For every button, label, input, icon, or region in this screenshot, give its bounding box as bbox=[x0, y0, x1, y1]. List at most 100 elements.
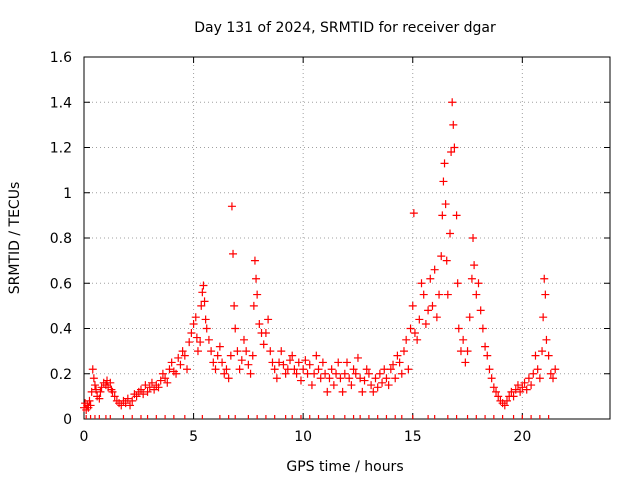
data-point bbox=[201, 315, 210, 324]
data-point bbox=[261, 329, 270, 338]
data-point bbox=[356, 374, 365, 383]
data-point bbox=[375, 369, 384, 378]
data-point bbox=[323, 387, 332, 396]
y-tick-label: 0 bbox=[63, 412, 72, 428]
data-point bbox=[200, 297, 209, 306]
data-point bbox=[469, 234, 478, 242]
data-point bbox=[489, 383, 498, 392]
data-point bbox=[485, 365, 494, 374]
data-point bbox=[483, 351, 492, 360]
data-point bbox=[167, 358, 176, 367]
data-point bbox=[227, 202, 236, 211]
data-point bbox=[183, 365, 192, 374]
data-point bbox=[470, 261, 479, 270]
data-point bbox=[507, 387, 516, 396]
data-point bbox=[237, 356, 246, 365]
data-point bbox=[172, 369, 181, 378]
data-points bbox=[80, 98, 560, 419]
data-point bbox=[404, 365, 413, 374]
x-tick-label: 20 bbox=[513, 429, 531, 445]
data-point bbox=[481, 342, 490, 351]
data-point bbox=[459, 335, 468, 344]
data-point bbox=[270, 365, 279, 374]
data-point bbox=[318, 358, 327, 367]
data-point bbox=[467, 274, 476, 283]
data-point bbox=[299, 365, 308, 374]
data-point bbox=[288, 351, 297, 360]
data-point bbox=[406, 324, 415, 333]
data-point bbox=[432, 313, 441, 322]
data-point bbox=[476, 306, 485, 315]
data-point bbox=[351, 369, 360, 378]
data-point bbox=[199, 281, 208, 290]
data-point bbox=[224, 374, 233, 383]
x-tick-label: 10 bbox=[294, 429, 312, 445]
data-point bbox=[154, 383, 163, 392]
data-point bbox=[369, 387, 378, 396]
data-point bbox=[391, 374, 400, 383]
data-point bbox=[441, 200, 450, 209]
data-point bbox=[244, 360, 253, 369]
data-point bbox=[454, 324, 463, 333]
data-point bbox=[421, 319, 430, 328]
data-point bbox=[478, 324, 487, 333]
data-point bbox=[279, 360, 288, 369]
data-point bbox=[85, 396, 94, 405]
data-point bbox=[250, 256, 259, 265]
data-point bbox=[378, 378, 387, 387]
data-point bbox=[139, 390, 148, 399]
data-point bbox=[364, 369, 373, 378]
data-point bbox=[520, 378, 529, 387]
data-point bbox=[264, 315, 273, 324]
data-point bbox=[235, 365, 244, 374]
data-point bbox=[252, 274, 261, 283]
data-point bbox=[253, 290, 262, 299]
data-point bbox=[384, 381, 393, 390]
data-point bbox=[393, 351, 402, 360]
data-point bbox=[301, 356, 310, 365]
data-point bbox=[117, 401, 126, 410]
data-point bbox=[156, 376, 165, 385]
data-point bbox=[450, 143, 459, 152]
data-point bbox=[307, 381, 316, 390]
chart-title: Day 131 of 2024, SRMTID for receiver dga… bbox=[194, 20, 496, 36]
data-point bbox=[316, 374, 325, 383]
data-point bbox=[158, 369, 167, 378]
data-point bbox=[419, 290, 428, 299]
data-point bbox=[338, 387, 347, 396]
data-point bbox=[321, 369, 330, 378]
data-point bbox=[310, 369, 319, 378]
data-point bbox=[524, 374, 533, 383]
data-point bbox=[367, 381, 376, 390]
data-point bbox=[551, 365, 560, 374]
y-tick-label: 0.6 bbox=[50, 276, 72, 292]
data-point bbox=[239, 335, 248, 344]
data-point bbox=[540, 274, 549, 283]
data-point bbox=[198, 288, 207, 297]
data-point bbox=[389, 360, 398, 369]
data-point bbox=[531, 351, 540, 360]
data-point bbox=[442, 256, 451, 265]
data-point bbox=[430, 265, 439, 274]
y-tick-label: 0.8 bbox=[50, 231, 72, 247]
data-point bbox=[509, 392, 518, 401]
data-point bbox=[527, 381, 536, 390]
y-axis-label: SRMTID / TECUs bbox=[7, 182, 23, 295]
x-tick-label: 15 bbox=[404, 429, 422, 445]
data-point bbox=[176, 360, 185, 369]
data-point bbox=[349, 365, 358, 374]
data-point bbox=[246, 369, 255, 378]
data-point bbox=[211, 365, 220, 374]
data-point bbox=[529, 369, 538, 378]
data-point bbox=[518, 383, 527, 392]
data-point bbox=[220, 369, 229, 378]
data-point bbox=[332, 369, 341, 378]
data-point bbox=[121, 399, 130, 408]
data-point bbox=[539, 313, 548, 322]
data-point bbox=[89, 374, 98, 383]
data-point bbox=[513, 381, 522, 390]
x-axis-label: GPS time / hours bbox=[286, 459, 403, 475]
data-point bbox=[143, 387, 152, 396]
data-point bbox=[147, 378, 156, 387]
